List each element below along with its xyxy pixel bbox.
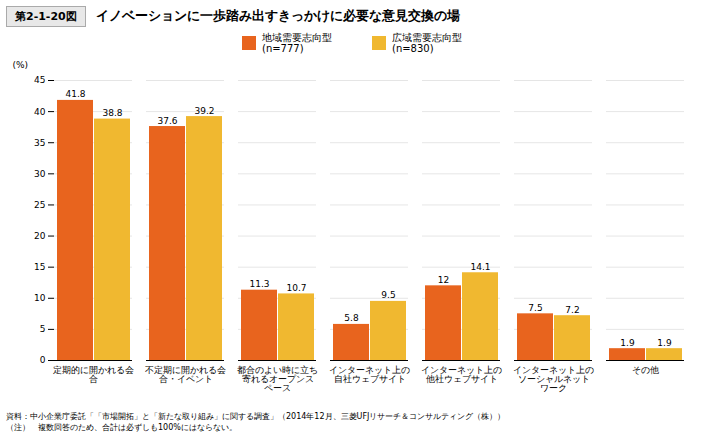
html-text:第2-1-20図: 第2-1-20図 xyxy=(15,9,77,23)
svg-text:45: 45 xyxy=(34,75,45,85)
svg-text:25: 25 xyxy=(34,200,45,210)
svg-text:その他: その他 xyxy=(632,365,659,375)
html-text:広域需要志向型 (n=830): 広域需要志向型 (n=830) xyxy=(392,31,462,54)
svg-text:15: 15 xyxy=(34,262,45,272)
svg-text:37.6: 37.6 xyxy=(157,116,177,126)
html-text:資料：中小企業庁委託「「市場開拓」と「新たな取り組み」に関す: 資料：中小企業庁委託「「市場開拓」と「新たな取り組み」に関する調査」（2014年… xyxy=(6,412,506,421)
svg-text:都合のよい時に立ち寄れるオープンスペース: 都合のよい時に立ち寄れるオープンスペース xyxy=(237,365,318,393)
svg-text:(%): (%) xyxy=(13,60,29,70)
svg-text:1.9: 1.9 xyxy=(657,338,672,348)
html-text:地域需要志向型 (n=777): 地域需要志向型 (n=777) xyxy=(262,31,332,54)
svg-text:30: 30 xyxy=(34,169,46,179)
svg-text:インターネット上のソーシャルネットワーク: インターネット上のソーシャルネットワーク xyxy=(513,365,594,393)
svg-text:40: 40 xyxy=(34,106,46,116)
svg-text:不定期に開かれる会合・イベント: 不定期に開かれる会合・イベント xyxy=(145,365,226,384)
svg-text:1.9: 1.9 xyxy=(620,338,635,348)
html-text:（注） 複数回答のため、合計は必ずしも100%にはならない。: （注） 複数回答のため、合計は必ずしも100%にはならない。 xyxy=(6,422,237,432)
svg-text:41.8: 41.8 xyxy=(65,89,85,99)
svg-text:9.5: 9.5 xyxy=(381,290,395,300)
svg-text:38.8: 38.8 xyxy=(102,108,122,118)
svg-text:20: 20 xyxy=(34,231,46,241)
svg-text:0: 0 xyxy=(40,355,46,365)
svg-text:14.1: 14.1 xyxy=(470,262,490,272)
svg-text:35: 35 xyxy=(34,138,45,148)
svg-text:5: 5 xyxy=(40,324,46,334)
svg-text:インターネット上の自社ウェブサイト: インターネット上の自社ウェブサイト xyxy=(329,365,410,384)
svg-text:39.2: 39.2 xyxy=(194,106,214,116)
svg-text:インターネット上の他社ウェブサイト: インターネット上の他社ウェブサイト xyxy=(421,365,502,384)
svg-text:7.2: 7.2 xyxy=(565,305,579,315)
svg-text:10.7: 10.7 xyxy=(286,283,306,293)
svg-text:7.5: 7.5 xyxy=(528,303,542,313)
svg-text:5.8: 5.8 xyxy=(344,313,359,323)
svg-text:10: 10 xyxy=(34,293,46,303)
svg-text:12: 12 xyxy=(438,275,449,285)
html-text:イノベーションに一歩踏み出すきっかけに必要な意見交換の場: イノベーションに一歩踏み出すきっかけに必要な意見交換の場 xyxy=(95,8,460,23)
svg-text:定期的に開かれる会合: 定期的に開かれる会合 xyxy=(53,365,134,384)
svg-text:11.3: 11.3 xyxy=(249,279,269,289)
